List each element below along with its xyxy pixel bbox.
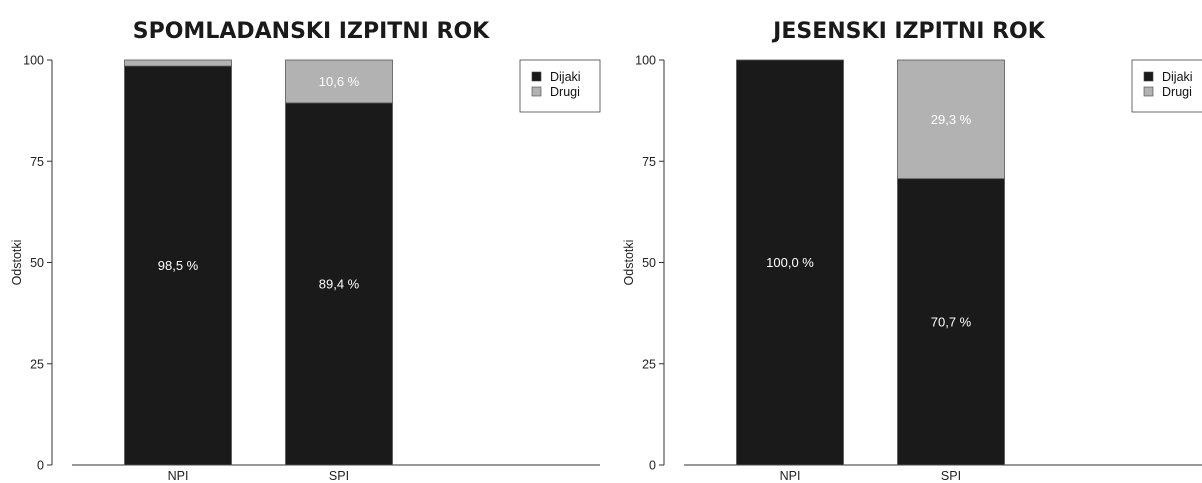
x-tick-label: NPI bbox=[168, 469, 189, 483]
data-label: 29,3 % bbox=[931, 112, 972, 127]
y-tick-label: 75 bbox=[642, 155, 656, 169]
y-tick-label: 50 bbox=[642, 256, 656, 270]
y-tick-label: 75 bbox=[30, 155, 44, 169]
legend-label: Drugi bbox=[1162, 85, 1192, 99]
x-tick-label: NPI bbox=[780, 469, 801, 483]
y-axis-label: Odstotki bbox=[10, 240, 24, 286]
legend-swatch bbox=[1143, 71, 1154, 82]
y-tick-label: 25 bbox=[642, 357, 656, 371]
legend-swatch bbox=[1143, 86, 1154, 97]
chart-panel-1: SPOMLADANSKI IZPITNI ROK 0 25 50 75 100 Odstot… bbox=[10, 19, 601, 483]
chart-panel-2: JESENSKI IZPITNI ROK 0 25 50 75 100 Odstotki 10… bbox=[622, 19, 1202, 483]
bar-drugi-spi bbox=[897, 59, 1005, 180]
bar-dijaki-spi bbox=[897, 178, 1005, 466]
legend-swatch bbox=[531, 86, 542, 97]
data-label: 70,7 % bbox=[931, 314, 972, 329]
y-tick-label: 25 bbox=[30, 357, 44, 371]
data-label: 10,6 % bbox=[319, 74, 360, 89]
legend-box bbox=[519, 59, 601, 113]
bar-dijaki-npi bbox=[736, 59, 844, 466]
y-axis-label: Odstotki bbox=[622, 240, 636, 286]
bar-drugi-spi bbox=[285, 59, 393, 104]
data-label: 89,4 % bbox=[319, 276, 360, 291]
legend-box bbox=[1131, 59, 1202, 113]
data-label: 98,5 % bbox=[158, 258, 199, 273]
y-tick-label: 100 bbox=[23, 54, 44, 68]
x-tick-label: SPI bbox=[329, 469, 349, 483]
y-tick-label: 0 bbox=[649, 459, 656, 473]
chart-title: JESENSKI IZPITNI ROK bbox=[771, 19, 1046, 44]
legend-label: Dijaki bbox=[1162, 70, 1193, 84]
legend-label: Drugi bbox=[550, 85, 580, 99]
y-tick-label: 0 bbox=[37, 459, 44, 473]
y-tick-label: 50 bbox=[30, 256, 44, 270]
x-tick-label: SPI bbox=[941, 469, 961, 483]
bar-dijaki-npi bbox=[124, 65, 232, 466]
bar-drugi-npi bbox=[124, 59, 232, 67]
chart-title: SPOMLADANSKI IZPITNI ROK bbox=[133, 19, 490, 44]
data-label: 100,0 % bbox=[766, 255, 814, 270]
legend-swatch bbox=[531, 71, 542, 82]
legend-label: Dijaki bbox=[550, 70, 581, 84]
y-tick-label: 100 bbox=[635, 54, 656, 68]
bar-dijaki-spi bbox=[285, 102, 393, 466]
